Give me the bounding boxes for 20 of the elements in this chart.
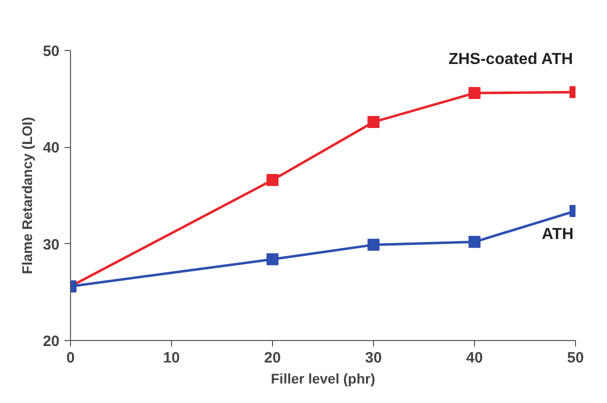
x-axis-title: Filler level (phr) (270, 370, 376, 386)
x-tick-label: 20 (264, 350, 281, 366)
x-tick-label: 40 (466, 350, 483, 366)
y-tick-label: 30 (42, 236, 60, 254)
y-tick-label: 20 (42, 333, 60, 350)
point (368, 116, 380, 128)
series-label: ATH (542, 226, 574, 243)
x-tick-label: 0 (66, 350, 75, 366)
x-tick-label: 30 (365, 350, 382, 366)
point (266, 174, 278, 186)
point (468, 87, 480, 100)
x-tick-label: 50 (567, 350, 584, 366)
series-label: ZHS-coated ATH (448, 51, 573, 68)
y-tick-label: 40 (42, 140, 60, 157)
point (468, 236, 480, 248)
y-tick-label: 50 (42, 43, 60, 60)
x-tick-label: 10 (163, 350, 180, 366)
point (266, 253, 278, 266)
point (368, 238, 380, 251)
y-axis-title: Flame Retardancy (LOI) (18, 116, 35, 274)
